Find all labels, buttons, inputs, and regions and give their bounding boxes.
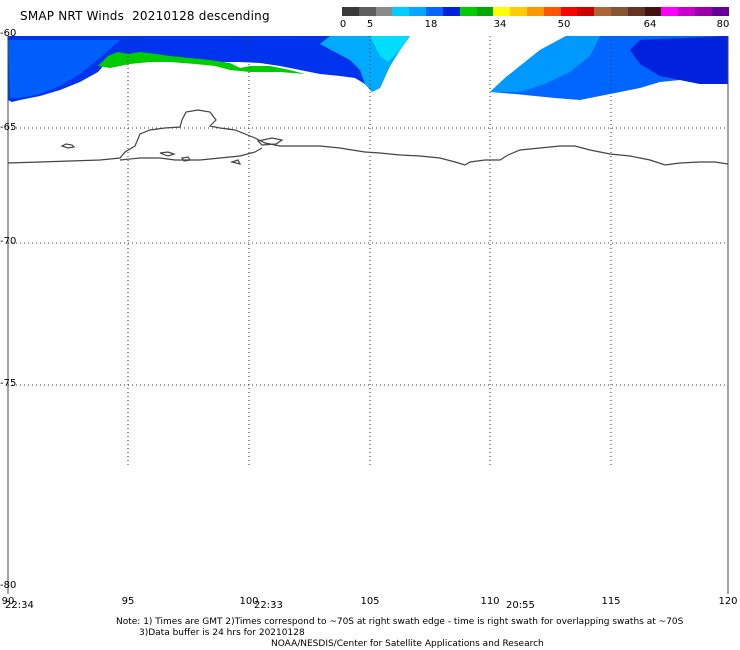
lat-label: -80 xyxy=(0,580,17,591)
colorbar-label: 64 xyxy=(643,19,657,30)
wind-swath-right-dark xyxy=(630,36,728,84)
colorbar-segment xyxy=(594,7,611,16)
colorbar-segment xyxy=(711,7,729,16)
coastline-shelf xyxy=(119,147,263,161)
note-line-2: 3)Data buffer is 24 hrs for 20210128 xyxy=(139,628,305,638)
lat-label: -70 xyxy=(0,236,17,247)
colorbar-label: 5 xyxy=(366,19,374,30)
map-frame xyxy=(7,36,729,594)
graticule xyxy=(8,36,728,465)
colorbar-segment xyxy=(358,7,376,16)
colorbar-label: 34 xyxy=(493,19,507,30)
coastline-island xyxy=(256,137,284,146)
colorbar-segment xyxy=(661,7,679,16)
colorbar-segment xyxy=(375,7,393,16)
pass-time-label: 20:55 xyxy=(506,600,535,611)
pass-time-label: 22:33 xyxy=(254,600,283,611)
wind-swath-right-light xyxy=(490,36,600,92)
wind-swath-left-cyan xyxy=(370,36,410,62)
wind-swath-left-mid xyxy=(8,40,120,98)
colorbar-label: 50 xyxy=(557,19,571,30)
colorbar-segment xyxy=(493,7,511,16)
pass-time-label: 22:34 xyxy=(5,600,34,611)
colorbar-segment xyxy=(695,7,712,16)
colorbar-segment xyxy=(526,7,544,16)
colorbar-segment xyxy=(459,7,477,16)
coastline-main xyxy=(7,109,729,166)
colorbar-segment xyxy=(644,7,662,16)
lat-label: -65 xyxy=(0,122,17,133)
colorbar-label: 80 xyxy=(716,19,730,30)
coastline-island xyxy=(60,143,76,149)
coastline xyxy=(7,109,729,166)
colorbar-segment xyxy=(627,7,645,16)
colorbar-segment xyxy=(409,7,427,16)
wind-swath-green xyxy=(98,52,305,74)
lon-label: 95 xyxy=(121,596,135,607)
lon-label: 110 xyxy=(480,596,500,607)
lat-label: -75 xyxy=(0,378,17,389)
coastline-island xyxy=(159,151,176,157)
colorbar-segment xyxy=(611,7,628,16)
coastline-island xyxy=(229,159,242,165)
lon-label: 120 xyxy=(718,596,738,607)
colorbar-segment xyxy=(510,7,527,16)
colorbar-segment xyxy=(476,7,494,16)
map-title: SMAP NRT Winds 20210128 descending xyxy=(20,9,270,23)
lon-label: 115 xyxy=(601,596,621,607)
colorbar-segment xyxy=(560,7,578,16)
colorbar-label: 18 xyxy=(424,19,438,30)
colorbar-segment xyxy=(342,7,359,16)
wind-speed-colorbar xyxy=(342,7,729,16)
note-line-1: Note: 1) Times are GMT 2)Times correspon… xyxy=(116,617,684,627)
title-date: 20210128 xyxy=(132,9,195,23)
lon-label: 105 xyxy=(360,596,380,607)
wind-swath-left xyxy=(8,36,410,102)
colorbar-segment xyxy=(442,7,460,16)
lon-label: 100 xyxy=(239,596,259,607)
colorbar-segment xyxy=(392,7,410,16)
colorbar-segment xyxy=(543,7,561,16)
title-pass: descending xyxy=(198,9,270,23)
colorbar-segment xyxy=(426,7,443,16)
title-text: SMAP NRT Winds xyxy=(20,9,125,23)
colorbar-label: 0 xyxy=(339,19,347,30)
note-line-3: NOAA/NESDIS/Center for Satellite Applica… xyxy=(271,639,544,649)
colorbar-segment xyxy=(678,7,696,16)
colorbar-segment xyxy=(577,7,595,16)
lat-label: -60 xyxy=(0,28,17,39)
lon-label: 90 xyxy=(1,596,15,607)
